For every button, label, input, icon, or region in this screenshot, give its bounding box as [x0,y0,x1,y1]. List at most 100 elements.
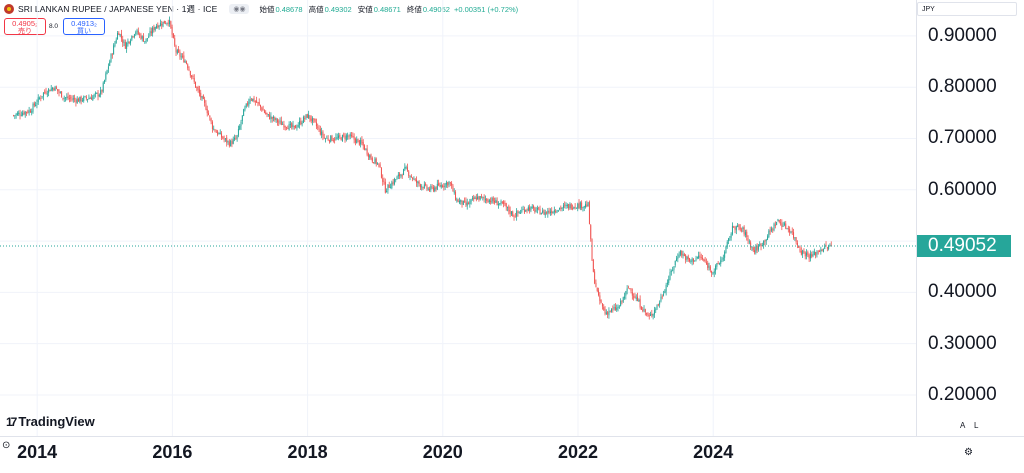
candle-body [546,212,548,214]
candle-body [703,258,705,262]
sell-button[interactable]: 0.4905₂ 売り [4,18,46,35]
candle-body [300,120,302,125]
candle-body [328,140,330,142]
candle-body [23,112,25,115]
price-tick-label: 0.20000 [928,383,997,405]
candle-body [366,148,368,155]
candle-body [27,111,29,113]
candle-body [239,125,241,130]
candle-body [75,99,77,103]
candle-body [325,138,327,140]
candle-body [227,141,229,142]
candle-body [419,184,421,188]
ohlc-open-key: 始値 [259,4,275,14]
candle-body [527,207,529,211]
candle-body [235,138,237,140]
candle-body [299,121,301,125]
auto-scale-button[interactable]: A [960,421,966,430]
candle-body [539,209,541,215]
candle-body [583,206,585,208]
candle-body [252,98,254,101]
candle-body [547,210,549,214]
candle-body [486,198,488,202]
ohlc-open-value: 0.48678 [275,4,303,14]
candle-body [646,313,648,315]
last-price-label: 0.49052 [917,234,1011,257]
candle-body [110,54,112,62]
candle-body [825,245,827,247]
candle-body [707,262,709,269]
candle-body [513,216,515,217]
candle-body [98,94,100,97]
candle-body [231,141,233,145]
candle-body [247,103,249,105]
candle-body [314,119,316,122]
eye-icon[interactable]: ◉◉ [229,4,250,14]
candle-body [114,42,116,47]
candle-body [438,183,440,186]
candle-body [200,92,202,98]
candle-body [453,191,455,193]
candle-body [809,253,811,259]
scroll-handle-icon[interactable]: ⊙ [2,440,11,451]
candle-body [475,197,477,200]
candle-body [782,225,784,227]
candle-body [169,20,171,25]
tradingview-logo[interactable]: 17 TradingView [6,414,95,429]
candle-body [396,176,398,180]
price-tick-label: 0.30000 [928,332,997,354]
candle-body [334,139,336,141]
candle-body [202,95,204,99]
buy-button[interactable]: 0.4913₂ 買い [63,18,105,35]
candle-body [685,255,687,260]
candle-body [507,206,509,208]
candle-body [409,176,411,178]
price-chart[interactable] [0,0,916,436]
candle-body [80,96,82,102]
candle-body [362,142,364,146]
ohlc-close-key: 終値 [406,4,422,14]
candle-body [712,273,714,274]
candle-body [248,101,250,106]
gear-icon[interactable]: ⚙ [964,447,973,458]
candle-body [435,186,437,190]
candle-body [432,187,434,191]
candle-body [479,196,481,200]
currency-selector[interactable]: JPY [917,2,1017,16]
candle-body [189,71,191,76]
candle-body [640,306,642,310]
candle-body [492,197,494,202]
candle-body [127,41,129,44]
candle-body [598,290,600,296]
candle-body [387,184,389,191]
candle-body [682,254,684,256]
ohlc-low-value: 0.48671 [373,4,401,14]
candle-body [406,167,408,171]
candle-body [465,201,467,205]
candle-body [102,82,104,92]
candle-body [698,255,700,259]
candle-body [286,127,288,129]
candle-body [22,113,24,116]
candle-body [743,226,745,235]
candle-body [236,135,238,139]
candle-body [612,308,614,310]
candle-body [665,284,667,292]
candle-body [104,80,106,83]
symbol-title[interactable]: SRI LANKAN RUPEE / JAPANESE YEN · 1週 · I… [18,4,218,14]
candle-body [440,184,442,188]
candle-body [793,232,795,238]
candle-body [118,33,120,36]
candle-body [544,212,546,216]
candle-body [621,300,623,302]
candle-body [379,164,381,168]
log-scale-button[interactable]: L [974,421,979,430]
candle-body [471,198,473,199]
candle-body [466,202,468,206]
candle-body [106,69,108,74]
candle-body [549,211,551,214]
candle-body [101,89,103,92]
candle-body [663,293,665,296]
candle-body [150,31,152,34]
candle-body [596,287,598,291]
